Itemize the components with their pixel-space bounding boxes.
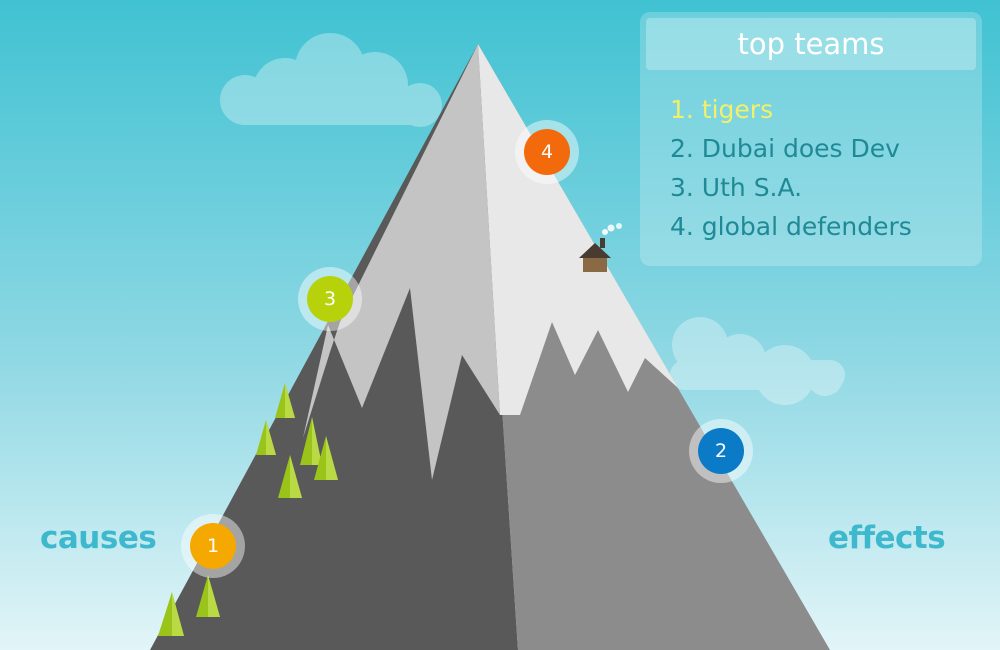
level-marker-4-number: 4	[524, 129, 570, 175]
snow-cap-left	[303, 44, 500, 480]
level-marker-2[interactable]: 2	[689, 419, 753, 483]
leaderboard-entry: 4. global defenders	[670, 212, 912, 241]
level-marker-2-number: 2	[698, 428, 744, 474]
leaderboard-list: 1. tigers 2. Dubai does Dev 3. Uth S.A. …	[670, 90, 976, 246]
level-marker-3[interactable]: 3	[298, 267, 362, 331]
leaderboard-panel: top teams 1. tigers 2. Dubai does Dev 3.…	[640, 12, 982, 266]
cloud-right-icon	[670, 317, 845, 405]
cloud-left-icon	[220, 33, 442, 127]
causes-label: causes	[40, 520, 157, 556]
level-marker-1[interactable]: 1	[181, 514, 245, 578]
pine-trees	[158, 383, 338, 636]
level-marker-3-number: 3	[307, 276, 353, 322]
level-marker-1-number: 1	[190, 523, 236, 569]
effects-label: effects	[828, 520, 946, 556]
leaderboard-title: top teams	[646, 18, 976, 70]
leaderboard-entry: 1. tigers	[670, 95, 774, 124]
cabin-icon	[579, 223, 622, 272]
level-marker-4[interactable]: 4	[515, 120, 579, 184]
leaderboard-entry: 2. Dubai does Dev	[670, 134, 900, 163]
leaderboard-entry: 3. Uth S.A.	[670, 173, 803, 202]
